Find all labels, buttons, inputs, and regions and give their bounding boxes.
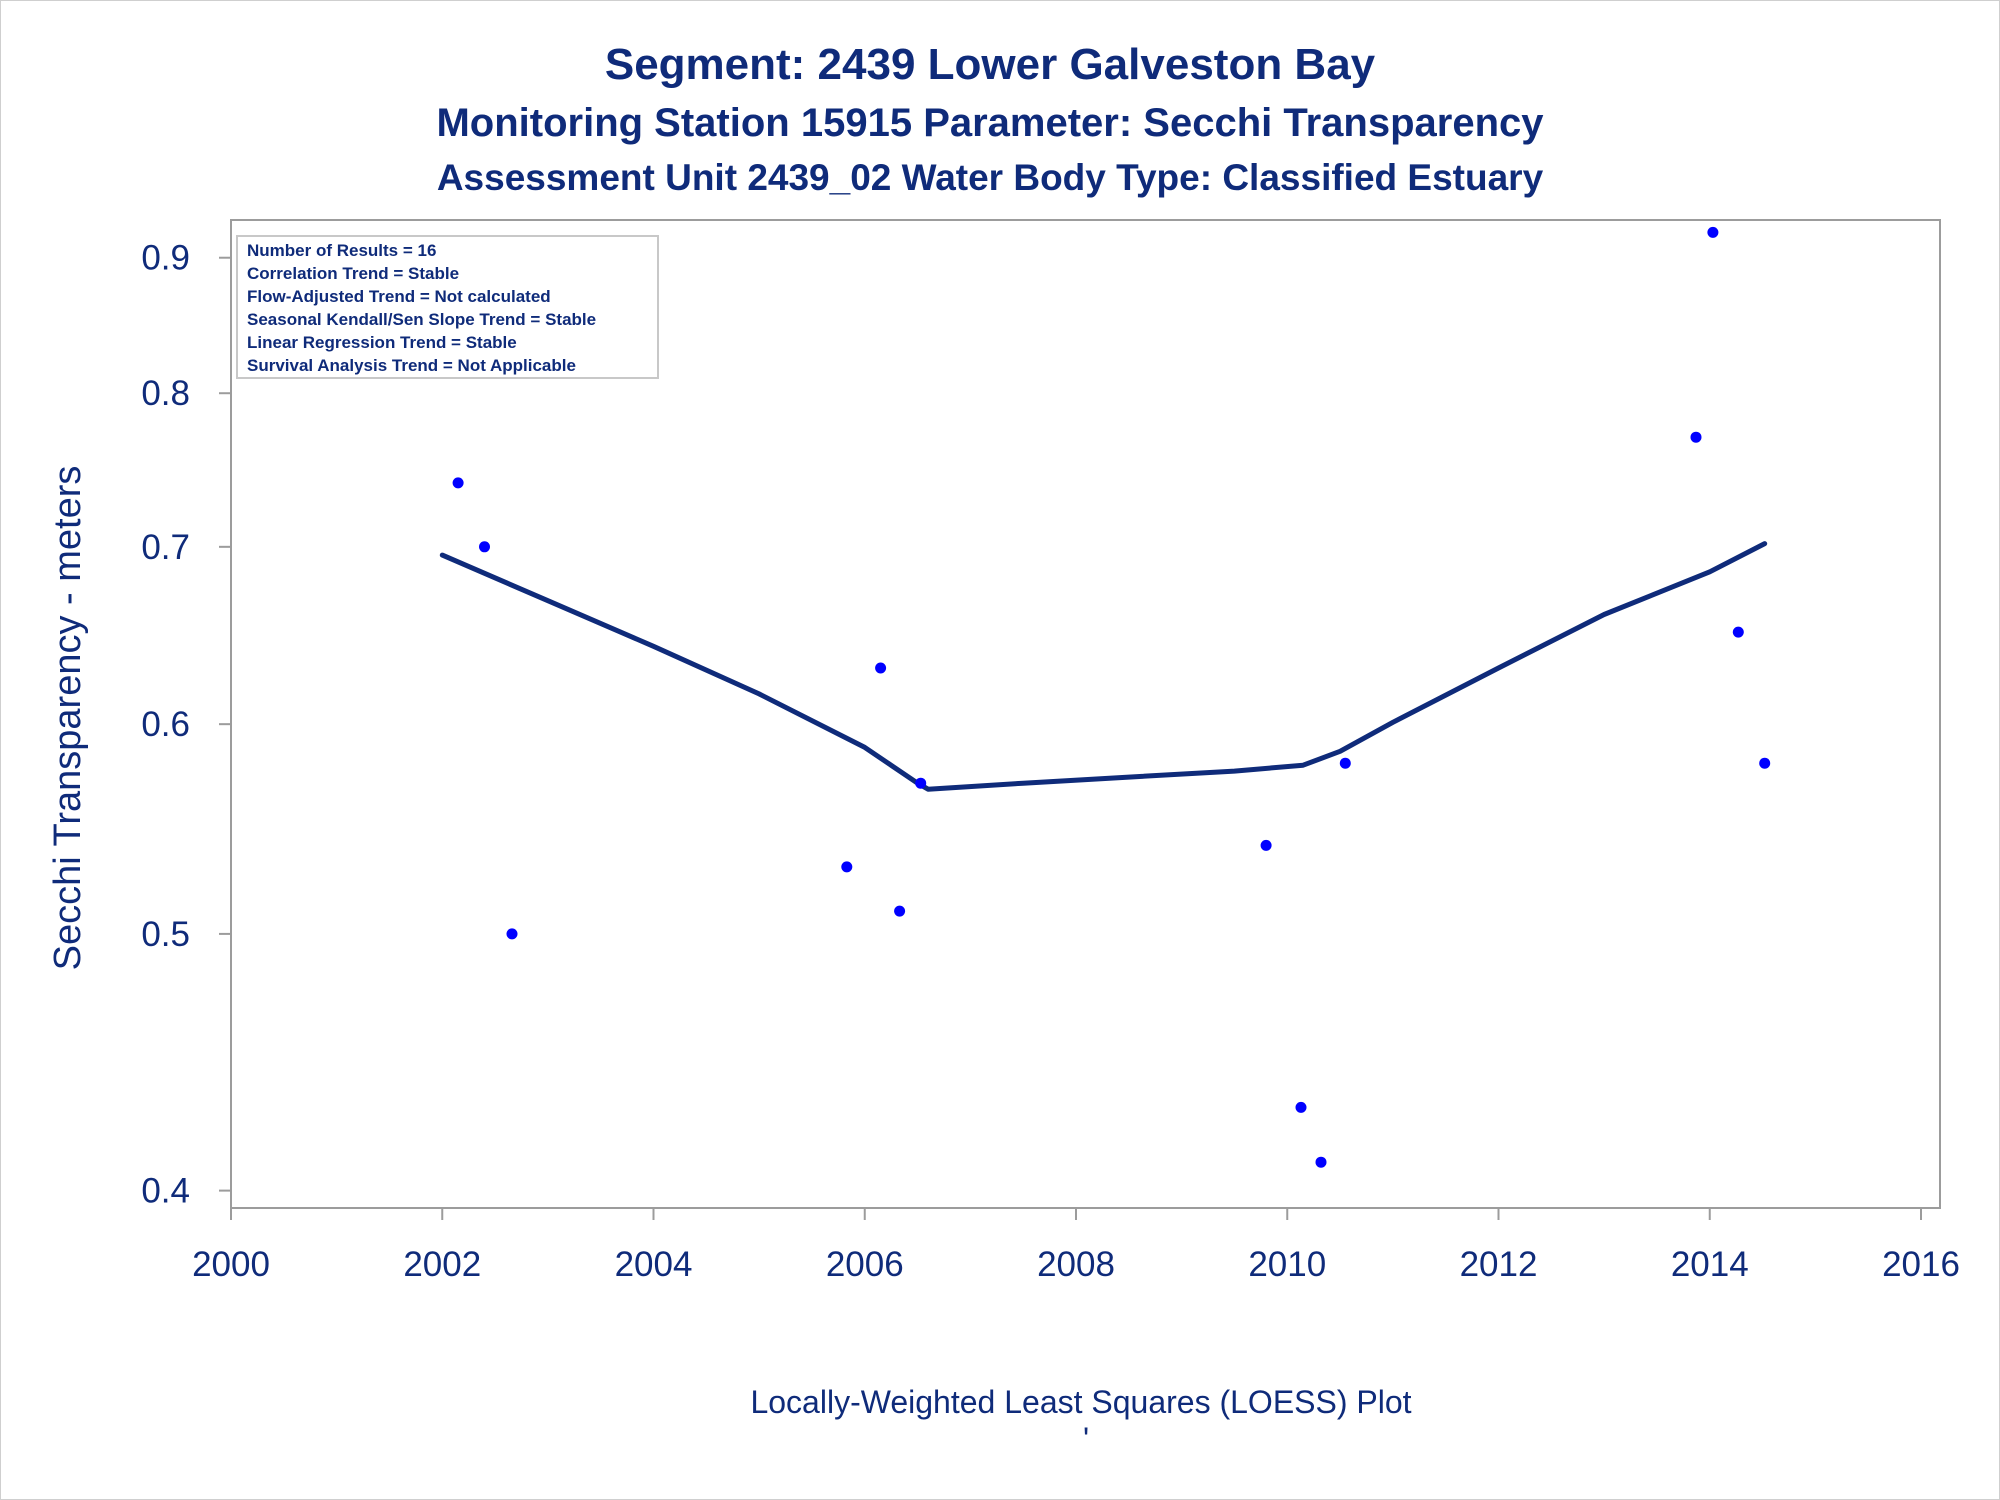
stats-box: Number of Results = 16 Correlation Trend…: [236, 235, 659, 379]
x-tick-label: 2010: [1248, 1245, 1326, 1284]
loess-trend-line: [439, 541, 1768, 792]
y-axis-title: Secchi Transparency - meters: [47, 466, 89, 971]
x-tick-label: 2008: [1037, 1245, 1115, 1284]
y-tick-label: 0.8: [141, 374, 190, 413]
x-tick-label: 2012: [1460, 1245, 1538, 1284]
x-tick-label: 2004: [615, 1245, 693, 1284]
y-tick-label: 0.4: [141, 1172, 190, 1211]
stats-box-border: [236, 235, 659, 379]
x-tick-label: 2006: [826, 1245, 904, 1284]
data-point: [915, 777, 927, 789]
x-tick-label: 2002: [403, 1245, 481, 1284]
chart-subtitle: Monitoring Station 15915 Parameter: Secc…: [436, 101, 1544, 145]
stats-line-seasonal-kendall: Seasonal Kendall/Sen Slope Trend = Stabl…: [247, 310, 596, 329]
data-point: [506, 928, 518, 940]
data-point: [1690, 431, 1702, 443]
stats-line-linear-regression: Linear Regression Trend = Stable: [247, 333, 517, 352]
stats-line-correlation: Correlation Trend = Stable: [247, 264, 459, 283]
chart-subtitle-2: Assessment Unit 2439_02 Water Body Type:…: [436, 157, 1544, 198]
data-point: [894, 905, 906, 917]
data-point: [1707, 226, 1719, 238]
data-point: [1759, 757, 1771, 769]
data-point: [1260, 839, 1272, 851]
stats-line-results: Number of Results = 16: [247, 241, 436, 260]
data-point: [1295, 1101, 1307, 1113]
footnote: Locally-Weighted Least Squares (LOESS) P…: [750, 1384, 1411, 1420]
x-tick-label: 2014: [1671, 1245, 1749, 1284]
data-point: [1732, 626, 1744, 638]
plot-area: [230, 219, 1941, 1209]
stats-line-flow-adjusted: Flow-Adjusted Trend = Not calculated: [247, 287, 551, 306]
loess-line-layer: [439, 541, 1768, 792]
data-point: [452, 477, 464, 489]
data-point: [1339, 757, 1351, 769]
data-point: [1315, 1156, 1327, 1168]
footnote-mark: ': [1083, 1421, 1089, 1457]
y-tick-label: 0.6: [141, 705, 190, 744]
data-point: [875, 662, 887, 674]
y-tick-label: 0.9: [141, 239, 190, 278]
data-points-layer: [433, 226, 1771, 1168]
y-tick-label: 0.7: [141, 528, 190, 567]
x-tick-label: 2016: [1882, 1245, 1960, 1284]
stats-line-survival: Survival Analysis Trend = Not Applicable: [247, 356, 576, 375]
y-tick-label: 0.5: [141, 915, 190, 954]
x-tick-label: 2000: [192, 1245, 270, 1284]
data-point: [841, 861, 853, 873]
axis-ticks: 2000 2002 2004 2006 2008 2010 2012 2014 2016 0.4 0…: [141, 239, 1960, 1284]
data-point: [479, 541, 490, 553]
chart-title: Segment: 2439 Lower Galveston Bay: [604, 40, 1376, 89]
